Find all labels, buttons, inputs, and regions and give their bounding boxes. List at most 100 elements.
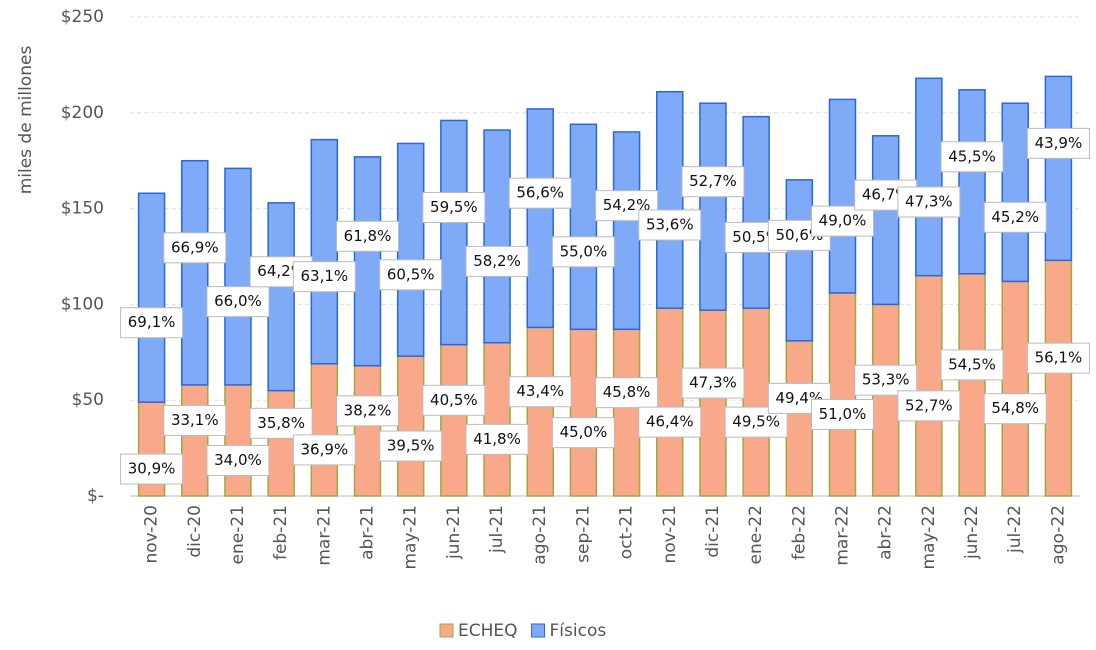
x-tick-label: dic-21: [703, 505, 723, 558]
x-tick-label: may-21: [401, 505, 421, 570]
label-box: [120, 307, 184, 339]
x-tick-label: mar-21: [314, 505, 334, 566]
bar-segment: [569, 123, 598, 331]
bar-segment: [871, 135, 900, 306]
label-box: [120, 453, 184, 485]
x-tick-label: nov-20: [142, 505, 162, 564]
x-tick-label: sep-21: [573, 505, 593, 563]
x-tick-label: dic-20: [185, 505, 205, 558]
label-box: [379, 430, 443, 462]
data-label: 39,5%: [387, 437, 435, 455]
data-label: 30,9%: [128, 460, 176, 478]
data-label: 66,9%: [171, 238, 219, 256]
data-label: 43,9%: [1035, 134, 1083, 152]
bar-segment: [353, 364, 382, 497]
label-box: [897, 390, 961, 422]
label-box: [336, 220, 399, 252]
bar-segment: [440, 119, 468, 346]
data-label: 49,0%: [819, 212, 867, 230]
x-tick-label: jul-22: [1005, 505, 1025, 554]
label-box: [897, 186, 961, 218]
bar-segment: [915, 274, 943, 497]
data-label: 56,6%: [516, 184, 564, 202]
x-tick-label: jul-21: [487, 505, 507, 554]
x-tick-label: abr-21: [358, 505, 378, 560]
label-box: [465, 245, 529, 277]
data-label: 54,5%: [948, 355, 996, 373]
data-label: 52,7%: [689, 172, 737, 190]
data-label: 52,7%: [905, 396, 953, 414]
bar-segment: [785, 179, 814, 342]
bar-segment: [181, 384, 209, 497]
y-tick-label: $100: [61, 294, 104, 314]
legend-label: ECHEQ: [458, 621, 518, 641]
bar-segment: [612, 328, 641, 497]
bar-segment: [353, 156, 382, 367]
data-label: 55,0%: [560, 242, 608, 260]
label-box: [508, 376, 572, 408]
bar-segment: [828, 98, 857, 294]
y-tick-label: $150: [61, 199, 104, 219]
bar-segment: [181, 159, 209, 386]
bar-segment: [310, 363, 339, 497]
label-box: [551, 417, 615, 449]
label-box: [206, 444, 270, 476]
bar-segment: [828, 292, 857, 497]
y-tick-label: $200: [61, 103, 104, 123]
label-box: [1026, 342, 1090, 374]
data-label: 35,8%: [257, 414, 305, 432]
label-box: [595, 190, 659, 222]
label-box: [854, 364, 918, 396]
bar-segment: [569, 328, 598, 497]
data-label: 43,4%: [516, 382, 564, 400]
label-box: [940, 141, 1004, 173]
data-label: 58,2%: [473, 252, 521, 270]
bar-segment: [526, 108, 554, 329]
x-tick-label: mar-22: [833, 505, 853, 566]
x-tick-label: jun-21: [444, 505, 464, 560]
bar-segment: [483, 129, 511, 344]
bar-segment: [656, 90, 684, 309]
bar-segment: [742, 115, 770, 309]
bar-segment: [224, 167, 252, 386]
data-label: 38,2%: [344, 401, 392, 419]
y-tick-label: $-: [87, 486, 104, 506]
data-label: 47,3%: [689, 374, 737, 392]
data-label: 47,3%: [905, 192, 953, 210]
label-box: [681, 367, 745, 399]
label-box: [551, 236, 615, 268]
bar-segment: [267, 389, 295, 497]
data-label: 63,1%: [300, 267, 348, 285]
label-box: [249, 407, 313, 439]
data-label: 49,5%: [732, 413, 780, 431]
data-label: 69,1%: [128, 313, 176, 331]
label-box: [422, 192, 486, 224]
bar-segment: [137, 192, 166, 403]
bar-segment: [224, 384, 252, 497]
x-tick-label: ago-22: [1048, 505, 1068, 565]
data-label: 46,4%: [646, 413, 694, 431]
bar-segment: [699, 309, 727, 497]
bar-segment: [1044, 259, 1073, 497]
data-label: 59,5%: [430, 198, 478, 216]
legend-label: Físicos: [550, 621, 607, 641]
label-box: [422, 384, 486, 416]
y-tick-label: $250: [61, 7, 104, 27]
bar-segment: [396, 355, 425, 497]
data-label: 56,1%: [1035, 349, 1083, 367]
bar-segment: [785, 340, 814, 497]
bar-segment: [440, 343, 468, 497]
x-tick-label: feb-21: [271, 505, 291, 560]
legend-swatch: [439, 623, 454, 638]
bar-segment: [310, 138, 339, 365]
bar-segment: [699, 102, 727, 311]
data-label: 45,8%: [603, 383, 651, 401]
label-box: [595, 377, 659, 409]
legend-swatch: [531, 623, 546, 638]
bar-segment: [526, 326, 554, 497]
data-label: 53,3%: [862, 371, 910, 389]
x-tick-label: feb-22: [789, 505, 809, 560]
bar-segment: [742, 307, 770, 497]
bar-segment: [871, 303, 900, 497]
y-axis-label: miles de millones: [16, 46, 36, 195]
